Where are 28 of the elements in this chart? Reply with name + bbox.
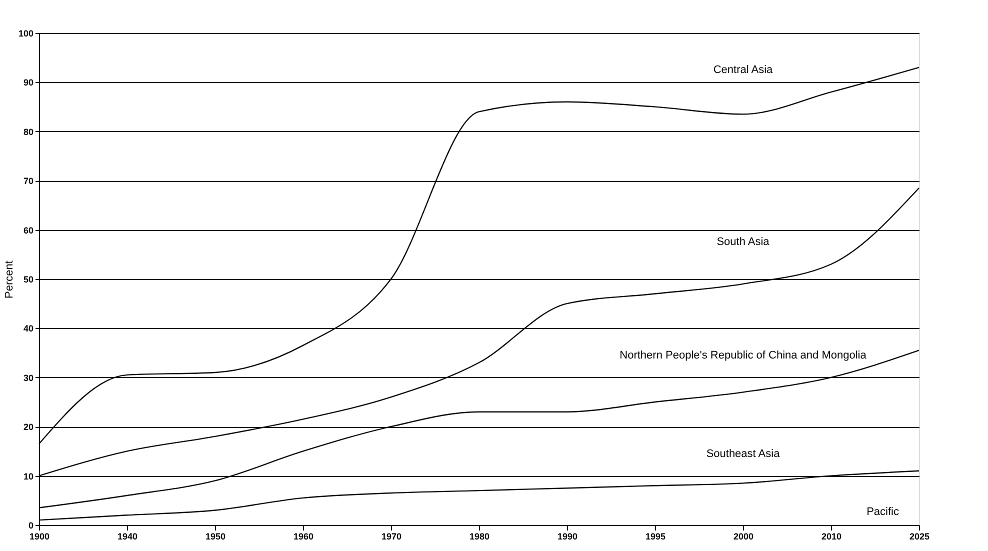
y-axis-title: Percent: [3, 260, 16, 298]
text: South Asia: [716, 236, 770, 248]
x-tick-label: 2025: [909, 532, 930, 542]
x-tick-label: 2000: [733, 532, 754, 542]
y-tick-label: 100: [18, 28, 34, 38]
x-tick-label: 1950: [205, 532, 226, 542]
text: Central Asia: [713, 64, 774, 76]
y-tick-label: 60: [23, 225, 34, 236]
y-tick-label: 10: [23, 471, 34, 482]
x-tick-label: 1940: [117, 532, 138, 542]
y-tick-label: 0: [28, 520, 34, 530]
y-tick-label: 90: [23, 78, 34, 88]
y-tick-label: 50: [23, 274, 34, 284]
y-tick-label: 70: [23, 176, 34, 186]
y-tick-label: 20: [23, 422, 34, 432]
series-label: Southeast Asia: [706, 448, 781, 460]
y-tick-label: 80: [23, 126, 34, 137]
x-tick-label: 1900: [29, 532, 50, 542]
x-tick-label: 2010: [821, 532, 842, 542]
y-tick-label: 40: [23, 324, 34, 334]
annotation: Pacific: [866, 506, 900, 518]
series-label: Northern People's Republic of China and Mongolia: [620, 349, 868, 362]
x-tick-label: 1980: [469, 532, 490, 542]
y-tick-label: 30: [23, 372, 34, 383]
x-tick-label: 1960: [293, 532, 314, 542]
x-tick-label: 1995: [645, 532, 666, 542]
x-tick-label: 1990: [557, 532, 578, 542]
x-tick-label: 1970: [381, 532, 402, 542]
